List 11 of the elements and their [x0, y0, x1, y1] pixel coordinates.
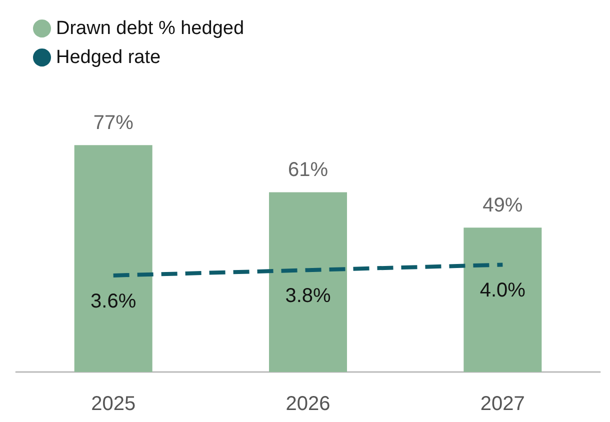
data-label: 61% [288, 159, 328, 182]
data-label: 4.0% [480, 280, 526, 302]
data-label: 49% [482, 194, 523, 217]
x-tick-label: 2027 [480, 393, 525, 415]
legend-label: Drawn debt % hedged [56, 18, 244, 39]
data-label: 3.8% [285, 285, 332, 308]
data-label: 77% [93, 112, 134, 134]
data-label: 3.6% [90, 290, 136, 312]
x-tick-label: 2026 [286, 393, 330, 415]
legend-label: Hedged rate [56, 47, 161, 68]
x-tick-label: 2025 [91, 393, 136, 415]
